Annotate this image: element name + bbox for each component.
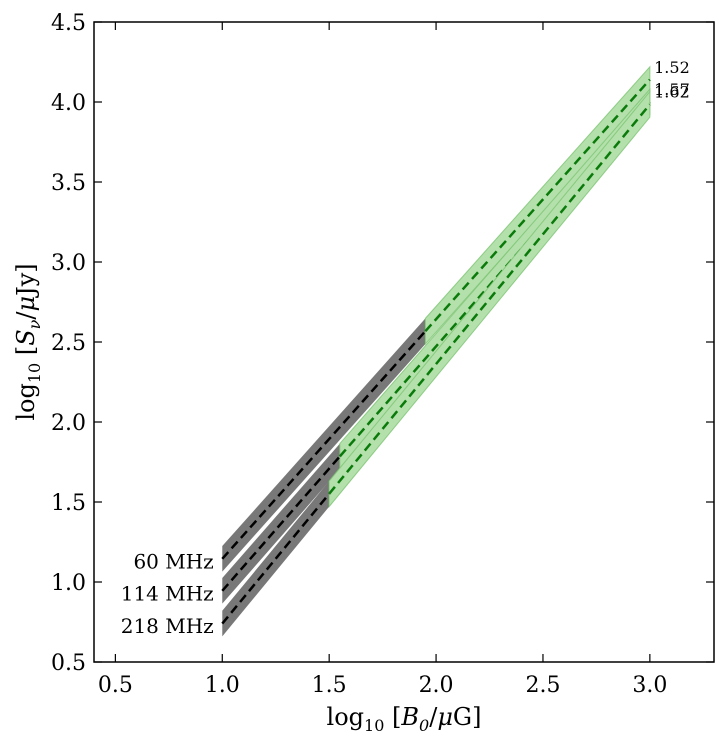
axis-title-part: 10: [364, 716, 384, 735]
axis-title-part: /: [12, 311, 40, 320]
axis-title-part: 0: [419, 716, 429, 735]
black-band-1: [222, 318, 426, 572]
x-tick-label: 2.5: [525, 673, 560, 698]
y-axis-title: log10 [Sν/μJy]: [12, 263, 44, 420]
axis-title-part: log: [12, 383, 40, 421]
x-tick-label: 3.0: [632, 673, 667, 698]
axis-title-part: 10: [25, 363, 44, 383]
y-tick-label: 0.5: [51, 651, 86, 676]
labels-layer: 60 MHz 1.52 114 MHz 1.57 218 MHz 1.62 0.5 1.0 1.…: [51, 11, 690, 698]
axis-title-part: G]: [453, 703, 482, 731]
plot-layer: [221, 65, 651, 637]
y-tick-label: 3.0: [51, 251, 86, 276]
axis-title-part: log: [327, 703, 365, 731]
axis-title-part: μ: [437, 703, 453, 731]
y-tick-label: 1.5: [51, 491, 86, 516]
axis-title-part: [: [384, 703, 401, 731]
y-tick-label: 4.0: [51, 91, 86, 116]
frequency-label-3: 218 MHz: [121, 614, 214, 638]
y-tick-label: 1.0: [51, 571, 86, 596]
axis-title-part: μ: [12, 296, 40, 312]
black-dashed-line-1: [221, 330, 427, 560]
x-tick-label: 0.5: [98, 673, 133, 698]
axis-title-part: B: [400, 703, 419, 731]
frequency-label-2: 114 MHz: [121, 581, 214, 605]
index-label-1: 1.52: [654, 58, 690, 77]
x-tick-label: 1.5: [312, 673, 347, 698]
axis-title-part: ν: [25, 319, 44, 329]
index-label-2: 1.57: [654, 80, 690, 99]
y-tick-label: 3.5: [51, 171, 86, 196]
y-tick-label: 2.0: [51, 411, 86, 436]
frequency-label-1: 60 MHz: [133, 549, 213, 573]
index-label-3: 1.62: [654, 83, 690, 102]
x-axis-title: log10 [B0/μG]: [327, 703, 482, 735]
black-dashed-line-2: [221, 455, 341, 592]
x-tick-label: 2.0: [419, 673, 454, 698]
y-tick-label: 2.5: [51, 331, 86, 356]
axis-title-part: Jy]: [12, 263, 40, 299]
axis-title-part: [: [12, 346, 40, 363]
ticks-layer: [94, 21, 714, 663]
axis-title-part: S: [12, 329, 40, 345]
x-tick-label: 1.0: [205, 673, 240, 698]
y-tick-label: 4.5: [51, 11, 86, 36]
green-dashed-line-1: [424, 78, 651, 333]
black-dashed-line-3: [221, 493, 331, 625]
axis-title-part: /: [429, 703, 438, 731]
green-dashed-line-3: [328, 103, 651, 495]
